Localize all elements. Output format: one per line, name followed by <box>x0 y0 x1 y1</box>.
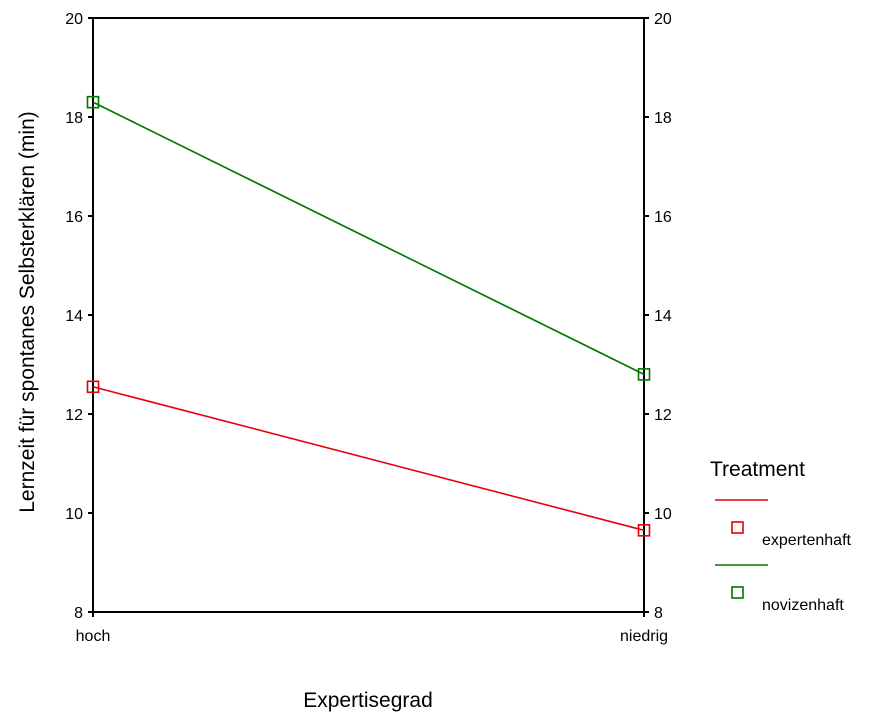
series <box>86 95 651 537</box>
y-tick-label-right: 8 <box>654 605 663 622</box>
y-tick-label-right: 20 <box>654 11 672 28</box>
legend-swatch-marker-novizenhaft <box>731 586 744 599</box>
ticks: 8 8 10 10 12 12 14 14 16 16 18 18 20 20 hoch niedrig <box>65 11 672 645</box>
legend-title: Treatment <box>710 458 805 481</box>
y-tick-label-left: 16 <box>65 209 83 226</box>
y-tick-label-right: 16 <box>654 209 672 226</box>
y-tick-label-left: 14 <box>65 308 83 325</box>
y-tick-label-left: 10 <box>65 506 83 523</box>
y-tick-label-right: 18 <box>654 110 672 127</box>
series-line-expertenhaft <box>92 386 645 532</box>
data-point-novizenhaft <box>86 95 100 109</box>
y-tick-label-left: 8 <box>74 605 83 622</box>
legend: Treatment expertenhaft novizenhaft <box>710 458 852 614</box>
legend-swatch-marker-expertenhaft <box>731 521 744 534</box>
y-tick-label-left: 12 <box>65 407 83 424</box>
data-point-expertenhaft <box>86 380 100 394</box>
y-tick-label-left: 18 <box>65 110 83 127</box>
x-axis-title: Expertisegrad <box>303 689 433 712</box>
y-tick-label-right: 12 <box>654 407 672 424</box>
y-axis-title: Lernzeit für spontanes Selbsterklären (m… <box>16 111 39 513</box>
y-tick-label-left: 20 <box>65 11 83 28</box>
series-line-novizenhaft <box>92 101 645 376</box>
data-point-expertenhaft <box>637 524 651 537</box>
y-tick-label-right: 10 <box>654 506 672 523</box>
legend-label-novizenhaft: novizenhaft <box>762 597 844 614</box>
legend-label-expertenhaft: expertenhaft <box>762 532 852 549</box>
axes <box>92 17 645 613</box>
x-tick-label: niedrig <box>620 628 668 645</box>
x-tick-label: hoch <box>76 628 111 645</box>
y-tick-label-right: 14 <box>654 308 672 325</box>
data-point-novizenhaft <box>637 368 651 381</box>
